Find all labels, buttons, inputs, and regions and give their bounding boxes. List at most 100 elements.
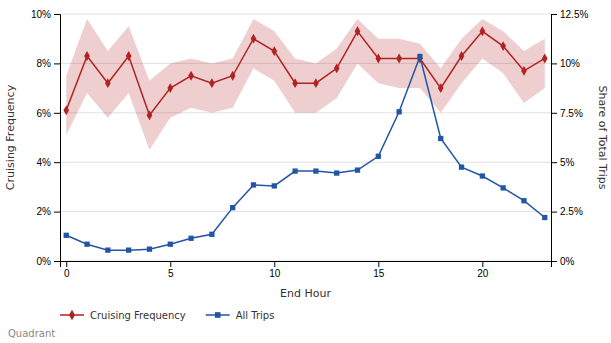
marker xyxy=(167,83,173,93)
series-line xyxy=(66,56,545,250)
marker xyxy=(84,242,89,247)
marker xyxy=(230,205,235,210)
marker xyxy=(375,54,381,64)
tick-label: 5 xyxy=(168,268,174,279)
tick: 12.5% xyxy=(551,9,588,20)
marker xyxy=(480,26,486,36)
marker xyxy=(251,34,257,44)
tick-label: 0% xyxy=(37,256,52,267)
axis-line xyxy=(54,15,61,262)
legend-marker xyxy=(215,312,221,318)
tick-mark xyxy=(551,261,557,262)
marker xyxy=(542,54,548,64)
legend-label: Cruising Frequency xyxy=(90,310,186,321)
tick-label: 6% xyxy=(37,108,52,119)
marker xyxy=(396,109,401,114)
marker xyxy=(396,54,402,64)
tick-mark xyxy=(54,212,60,213)
tick-mark xyxy=(170,261,171,267)
tick: 0% xyxy=(551,256,575,267)
tick-label: 20 xyxy=(477,268,489,279)
chart: 0 5 10 15 20 0% 2% 4% 6% 8% 10% 0% 2.5% 5% 7.5% 10% 12.5… xyxy=(0,0,611,343)
marker xyxy=(230,71,236,81)
marker xyxy=(64,233,69,238)
marker xyxy=(272,183,277,188)
marker xyxy=(84,51,90,61)
y-axis-title: Cruising Frequency xyxy=(4,84,17,190)
marker xyxy=(126,51,132,61)
tick-mark xyxy=(54,261,60,262)
tick: 10 xyxy=(269,261,281,279)
tick-mark xyxy=(54,63,60,64)
tick: 10% xyxy=(551,58,580,69)
tick-label: 12.5% xyxy=(560,9,588,20)
tick-mark xyxy=(551,113,557,114)
grid-line xyxy=(60,14,551,15)
marker xyxy=(209,232,214,237)
tick: 10% xyxy=(31,9,60,20)
y2-axis-title: Share of Total Trips xyxy=(596,86,609,190)
marker xyxy=(334,63,340,73)
marker xyxy=(147,246,152,251)
tick: 5 xyxy=(168,261,174,279)
tick-mark xyxy=(274,261,275,267)
tick-label: 15 xyxy=(373,268,385,279)
tick-label: 2% xyxy=(37,206,52,217)
grid-line xyxy=(60,162,551,163)
y-axis: 0% 2% 4% 6% 8% 10% xyxy=(31,9,61,267)
x-axis: 0 5 10 15 20 xyxy=(61,261,552,279)
footer: Quadrant xyxy=(8,328,55,339)
marker xyxy=(209,78,215,88)
tick-mark xyxy=(551,14,557,15)
marker xyxy=(105,78,111,88)
tick: 15 xyxy=(373,261,385,279)
marker xyxy=(126,247,131,252)
marker xyxy=(313,78,319,88)
marker xyxy=(438,136,443,141)
tick-mark xyxy=(66,261,67,267)
axis-line xyxy=(61,262,552,268)
tick-mark xyxy=(551,162,557,163)
tick-label: 4% xyxy=(37,157,52,168)
tick-label: 8% xyxy=(37,58,52,69)
marker xyxy=(459,51,465,61)
marker xyxy=(500,41,506,51)
tick: 5% xyxy=(551,157,575,168)
marker xyxy=(417,54,422,59)
marker xyxy=(188,236,193,241)
tick-label: 10% xyxy=(31,9,51,20)
marker xyxy=(459,164,464,169)
marker xyxy=(292,168,297,173)
tick: 2.5% xyxy=(551,206,583,217)
tick-mark xyxy=(54,113,60,114)
tick: 20 xyxy=(477,261,489,279)
marker xyxy=(168,242,173,247)
tick: 7.5% xyxy=(551,108,583,119)
legend-item: Cruising Frequency xyxy=(60,310,186,321)
marker xyxy=(188,71,194,81)
tick-label: 5% xyxy=(560,157,575,168)
marker xyxy=(521,66,527,76)
axis-line xyxy=(552,15,558,262)
tick-mark xyxy=(54,162,60,163)
marker xyxy=(313,168,318,173)
plot-area xyxy=(63,19,547,253)
x-axis-title: End Hour xyxy=(280,287,331,300)
tick-label: 10 xyxy=(269,268,281,279)
grid xyxy=(60,14,551,261)
y2-axis: 0% 2.5% 5% 7.5% 10% 12.5% xyxy=(551,9,588,267)
marker xyxy=(438,83,444,93)
legend: Cruising FrequencyAll Trips xyxy=(60,310,274,321)
tick-mark xyxy=(54,14,60,15)
tick-label: 7.5% xyxy=(560,108,583,119)
tick-label: 0 xyxy=(64,268,70,279)
tick: 2% xyxy=(37,206,60,217)
grid-line xyxy=(60,211,551,212)
tick-mark xyxy=(551,212,557,213)
tick-label: 0% xyxy=(560,256,575,267)
tick: 6% xyxy=(37,108,60,119)
legend-marker xyxy=(69,310,75,321)
tick: 0 xyxy=(64,261,70,279)
marker xyxy=(376,154,381,159)
tick: 4% xyxy=(37,157,60,168)
